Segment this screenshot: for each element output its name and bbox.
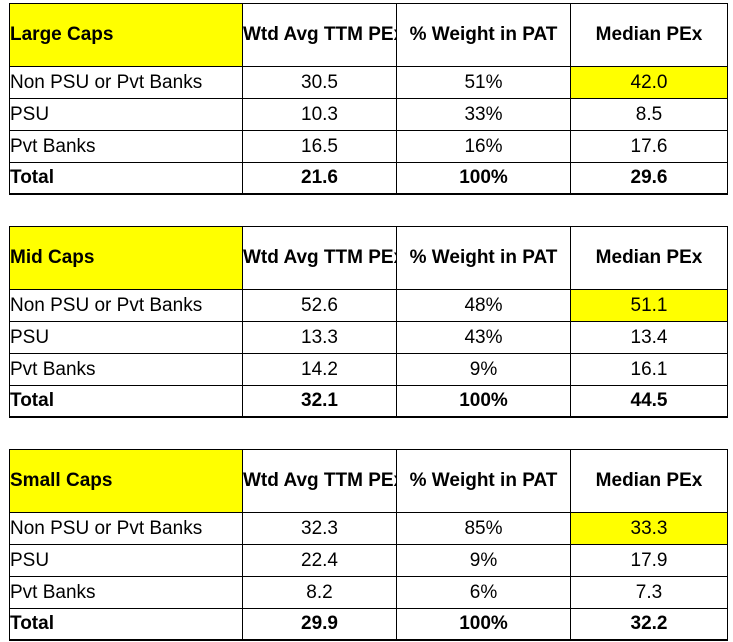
wtd-avg-cell: 14.2: [242, 353, 397, 386]
row-label: Pvt Banks: [9, 353, 243, 386]
total-median-cell: 44.5: [570, 385, 728, 418]
row-label: PSU: [9, 321, 243, 354]
wtd-avg-cell: 30.5: [242, 66, 397, 99]
col-header-median: Median PEx: [570, 3, 728, 67]
total-weight-cell: 100%: [396, 385, 571, 418]
row-label: Non PSU or Pvt Banks: [9, 289, 243, 322]
weight-cell: 51%: [396, 66, 571, 99]
row-label: PSU: [9, 544, 243, 577]
row-label: Non PSU or Pvt Banks: [9, 66, 243, 99]
group-title: Large Caps: [9, 3, 243, 67]
total-weight-cell: 100%: [396, 162, 571, 195]
col-header-weight: % Weight in PAT: [396, 226, 571, 290]
table-row: PSU 13.3 43% 13.4: [9, 321, 728, 354]
wtd-avg-cell: 32.3: [242, 512, 397, 545]
wtd-avg-cell: 10.3: [242, 98, 397, 131]
median-cell: 17.9: [570, 544, 728, 577]
total-wtd-avg-cell: 32.1: [242, 385, 397, 418]
mid-caps-table: Mid Caps Wtd Avg TTM PEx % Weight in PAT…: [9, 226, 728, 418]
large-caps-table: Large Caps Wtd Avg TTM PEx % Weight in P…: [9, 3, 728, 195]
weight-cell: 33%: [396, 98, 571, 131]
wtd-avg-cell: 52.6: [242, 289, 397, 322]
col-header-wtd-avg: Wtd Avg TTM PEx: [242, 3, 397, 67]
median-cell: 16.1: [570, 353, 728, 386]
wtd-avg-cell: 22.4: [242, 544, 397, 577]
group-title: Mid Caps: [9, 226, 243, 290]
row-label: Pvt Banks: [9, 130, 243, 163]
table-row: PSU 22.4 9% 17.9: [9, 544, 728, 577]
total-weight-cell: 100%: [396, 608, 571, 641]
total-row: Total 32.1 100% 44.5: [9, 385, 728, 418]
table-row: Pvt Banks 14.2 9% 16.1: [9, 353, 728, 386]
weight-cell: 85%: [396, 512, 571, 545]
col-header-weight: % Weight in PAT: [396, 3, 571, 67]
header-row: Mid Caps Wtd Avg TTM PEx % Weight in PAT…: [9, 226, 728, 290]
median-cell: 17.6: [570, 130, 728, 163]
weight-cell: 48%: [396, 289, 571, 322]
total-row: Total 29.9 100% 32.2: [9, 608, 728, 641]
table-row: Non PSU or Pvt Banks 30.5 51% 42.0: [9, 66, 728, 99]
total-median-cell: 32.2: [570, 608, 728, 641]
col-header-median: Median PEx: [570, 226, 728, 290]
weight-cell: 16%: [396, 130, 571, 163]
table-row: Non PSU or Pvt Banks 52.6 48% 51.1: [9, 289, 728, 322]
median-cell-highlighted: 42.0: [570, 66, 728, 99]
table-row: Pvt Banks 8.2 6% 7.3: [9, 576, 728, 609]
row-label: PSU: [9, 98, 243, 131]
col-header-wtd-avg: Wtd Avg TTM PEx: [242, 226, 397, 290]
wtd-avg-cell: 13.3: [242, 321, 397, 354]
total-label: Total: [9, 385, 243, 418]
table-row: Non PSU or Pvt Banks 32.3 85% 33.3: [9, 512, 728, 545]
weight-cell: 9%: [396, 353, 571, 386]
row-label: Non PSU or Pvt Banks: [9, 512, 243, 545]
weight-cell: 43%: [396, 321, 571, 354]
wtd-avg-cell: 16.5: [242, 130, 397, 163]
total-label: Total: [9, 162, 243, 195]
median-cell: 13.4: [570, 321, 728, 354]
median-cell-highlighted: 33.3: [570, 512, 728, 545]
median-cell: 8.5: [570, 98, 728, 131]
table-row: Pvt Banks 16.5 16% 17.6: [9, 130, 728, 163]
weight-cell: 9%: [396, 544, 571, 577]
total-wtd-avg-cell: 21.6: [242, 162, 397, 195]
table-row: PSU 10.3 33% 8.5: [9, 98, 728, 131]
total-median-cell: 29.6: [570, 162, 728, 195]
median-cell-highlighted: 51.1: [570, 289, 728, 322]
total-label: Total: [9, 608, 243, 641]
weight-cell: 6%: [396, 576, 571, 609]
small-caps-table: Small Caps Wtd Avg TTM PEx % Weight in P…: [9, 449, 728, 641]
col-header-wtd-avg: Wtd Avg TTM PEx: [242, 449, 397, 513]
median-cell: 7.3: [570, 576, 728, 609]
total-row: Total 21.6 100% 29.6: [9, 162, 728, 195]
col-header-median: Median PEx: [570, 449, 728, 513]
header-row: Large Caps Wtd Avg TTM PEx % Weight in P…: [9, 3, 728, 67]
col-header-weight: % Weight in PAT: [396, 449, 571, 513]
group-title: Small Caps: [9, 449, 243, 513]
wtd-avg-cell: 8.2: [242, 576, 397, 609]
total-wtd-avg-cell: 29.9: [242, 608, 397, 641]
header-row: Small Caps Wtd Avg TTM PEx % Weight in P…: [9, 449, 728, 513]
row-label: Pvt Banks: [9, 576, 243, 609]
